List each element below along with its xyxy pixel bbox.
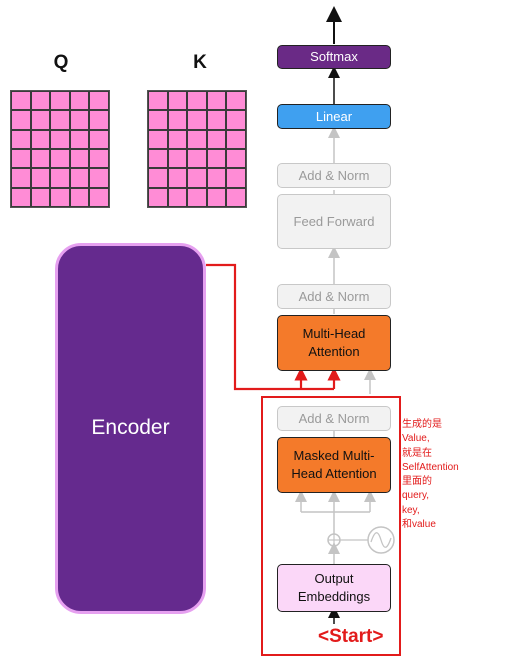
- matrix-cell: [89, 110, 109, 130]
- matrix-cell: [148, 129, 168, 149]
- matrix-cell: [69, 149, 90, 169]
- matrix-cell: [206, 91, 227, 111]
- matrix-cell: [187, 149, 207, 169]
- matrix-cell: [11, 149, 31, 169]
- add-norm-mid-label: Add & Norm: [298, 288, 370, 304]
- matrix-cell: [148, 168, 168, 188]
- matrix-cell: [226, 168, 246, 188]
- softmax-label: Softmax: [310, 49, 358, 65]
- matrix-cell: [226, 110, 246, 130]
- matrix-cell: [226, 91, 246, 111]
- start-token-label: <Start>: [318, 626, 384, 647]
- matrix-cell: [30, 149, 51, 169]
- matrix-cell: [187, 110, 207, 130]
- matrix-cell: [226, 129, 246, 149]
- matrix-cell: [11, 129, 31, 149]
- matrix-cell: [226, 149, 246, 169]
- matrix-cell: [69, 187, 90, 207]
- matrix-cell: [187, 91, 207, 111]
- k-matrix: [147, 90, 247, 208]
- multi-head-attention-block: Multi-Head Attention: [277, 315, 391, 371]
- matrix-cell: [50, 91, 70, 111]
- linear-block: Linear: [277, 104, 391, 129]
- matrix-cell: [148, 149, 168, 169]
- multi-head-attention-label: Multi-Head Attention: [302, 326, 366, 359]
- matrix-cell: [148, 91, 168, 111]
- matrix-cell: [11, 168, 31, 188]
- matrix-cell: [50, 129, 70, 149]
- k-matrix-label: K: [193, 52, 207, 73]
- add-norm-bottom-label: Add & Norm: [298, 410, 370, 426]
- matrix-cell: [50, 187, 70, 207]
- matrix-cell: [167, 91, 188, 111]
- add-norm-top-block: Add & Norm: [277, 163, 391, 188]
- matrix-cell: [167, 129, 188, 149]
- encoder-block: Encoder: [55, 243, 206, 614]
- softmax-block: Softmax: [277, 45, 391, 69]
- matrix-cell: [187, 187, 207, 207]
- matrix-cell: [30, 187, 51, 207]
- add-norm-bottom-block: Add & Norm: [277, 406, 391, 431]
- matrix-cell: [30, 129, 51, 149]
- matrix-cell: [89, 168, 109, 188]
- masked-sublayer-highlight-frame: [261, 396, 401, 656]
- matrix-cell: [167, 168, 188, 188]
- matrix-cell: [167, 149, 188, 169]
- q-matrix: [10, 90, 110, 208]
- matrix-cell: [206, 149, 227, 169]
- matrix-cell: [69, 168, 90, 188]
- masked-multi-head-attention-label: Masked Multi- Head Attention: [291, 448, 377, 481]
- matrix-cell: [148, 110, 168, 130]
- matrix-cell: [206, 129, 227, 149]
- encoder-to-attention-line: [206, 263, 334, 391]
- matrix-cell: [167, 187, 188, 207]
- matrix-cell: [50, 168, 70, 188]
- matrix-cell: [187, 168, 207, 188]
- matrix-cell: [89, 91, 109, 111]
- matrix-cell: [30, 168, 51, 188]
- matrix-cell: [69, 110, 90, 130]
- output-embeddings-label: Output Embeddings: [297, 571, 371, 604]
- matrix-cell: [167, 110, 188, 130]
- matrix-cell: [206, 168, 227, 188]
- linear-label: Linear: [315, 108, 353, 124]
- q-matrix-label: Q: [53, 52, 69, 73]
- matrix-cell: [148, 187, 168, 207]
- matrix-cell: [11, 110, 31, 130]
- matrix-cell: [30, 91, 51, 111]
- add-norm-mid-block: Add & Norm: [277, 284, 391, 309]
- matrix-cell: [226, 187, 246, 207]
- matrix-cell: [69, 91, 90, 111]
- matrix-cell: [206, 110, 227, 130]
- feed-forward-label: Feed Forward: [293, 213, 375, 229]
- masked-multi-head-attention-block: Masked Multi- Head Attention: [277, 437, 391, 493]
- matrix-cell: [89, 129, 109, 149]
- add-norm-top-label: Add & Norm: [298, 167, 370, 183]
- value-explanation-note: 生成的是 Value, 就是在 SelfAttention 里面的 query,…: [402, 419, 459, 531]
- matrix-cell: [50, 149, 70, 169]
- matrix-cell: [89, 149, 109, 169]
- matrix-cell: [206, 187, 227, 207]
- matrix-cell: [11, 91, 31, 111]
- matrix-cell: [50, 110, 70, 130]
- encoder-label: Encoder: [91, 416, 170, 440]
- output-embeddings-block: Output Embeddings: [277, 564, 391, 612]
- matrix-cell: [30, 110, 51, 130]
- matrix-cell: [11, 187, 31, 207]
- matrix-cell: [187, 129, 207, 149]
- feed-forward-block: Feed Forward: [277, 194, 391, 249]
- matrix-cell: [69, 129, 90, 149]
- matrix-cell: [89, 187, 109, 207]
